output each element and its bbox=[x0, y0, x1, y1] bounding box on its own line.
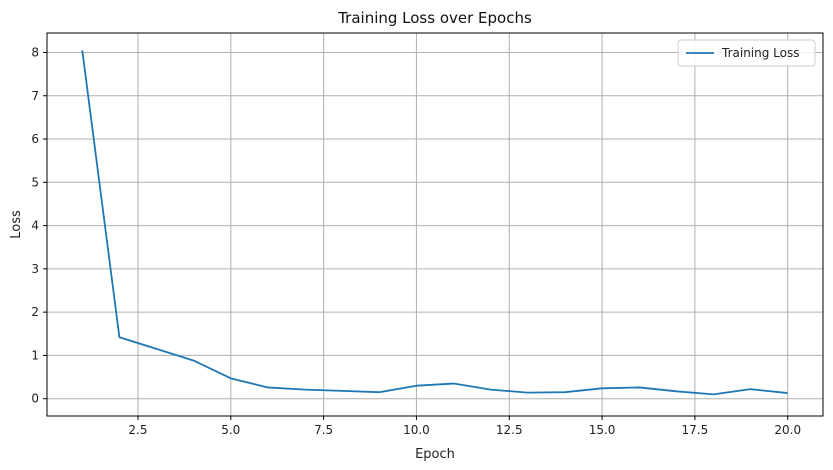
y-tick-label: 0 bbox=[31, 392, 39, 406]
x-axis-ticks: 2.5 5.0 7.5 10.0 12.5 15.0 17.5 20.0 bbox=[128, 416, 801, 437]
y-tick-label: 6 bbox=[31, 132, 39, 146]
x-tick-label: 5.0 bbox=[221, 423, 240, 437]
y-axis-ticks: 0 1 2 3 4 5 6 7 8 bbox=[31, 45, 47, 406]
x-tick-label: 7.5 bbox=[314, 423, 333, 437]
y-tick-label: 2 bbox=[31, 305, 39, 319]
x-tick-label: 15.0 bbox=[589, 423, 616, 437]
x-tick-label: 2.5 bbox=[128, 423, 147, 437]
plot-frame bbox=[46, 32, 824, 417]
y-tick-label: 1 bbox=[31, 348, 39, 362]
legend-box bbox=[677, 39, 816, 67]
y-tick-label: 7 bbox=[31, 89, 39, 103]
y-tick-label: 3 bbox=[31, 262, 39, 276]
x-tick-label: 20.0 bbox=[774, 423, 801, 437]
x-axis-label: Epoch bbox=[415, 447, 455, 462]
series-line-training-loss bbox=[81, 50, 788, 396]
x-tick-label: 12.5 bbox=[496, 423, 523, 437]
y-tick-label: 8 bbox=[31, 45, 39, 59]
x-tick-label: 17.5 bbox=[682, 423, 709, 437]
x-tick-label: 10.0 bbox=[403, 423, 430, 437]
legend: Training Loss bbox=[677, 39, 816, 67]
y-tick-label: 4 bbox=[31, 219, 39, 233]
legend-label-training-loss: Training Loss bbox=[721, 46, 799, 60]
chart-title: Training Loss over Epochs bbox=[337, 9, 532, 27]
y-axis-label: Loss bbox=[9, 210, 24, 239]
series-layer bbox=[81, 50, 788, 396]
y-tick-label: 5 bbox=[31, 175, 39, 189]
grid-layer bbox=[47, 33, 823, 416]
